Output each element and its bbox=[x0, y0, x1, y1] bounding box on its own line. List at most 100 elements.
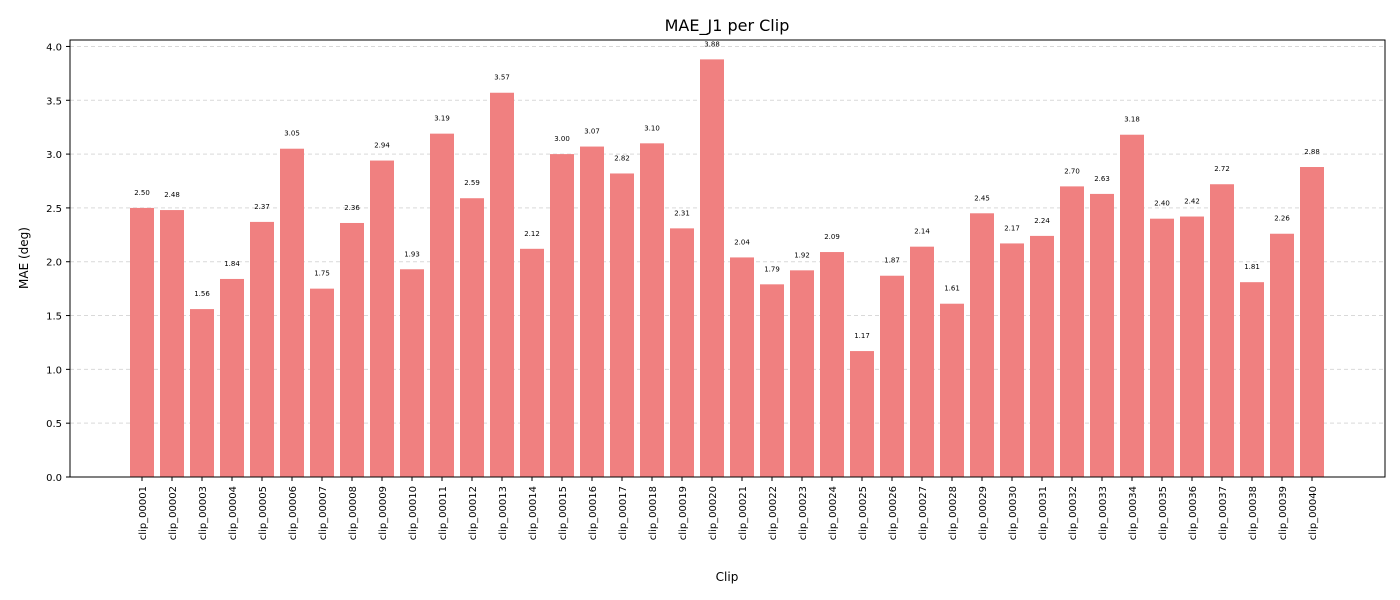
x-tick-label: clip_00034 bbox=[1128, 486, 1139, 540]
bar-value-label: 2.50 bbox=[134, 189, 150, 197]
y-tick-label: 2.5 bbox=[46, 204, 62, 215]
y-tick-label: 0.0 bbox=[46, 473, 62, 484]
x-tick-label: clip_00007 bbox=[318, 486, 329, 540]
bar bbox=[580, 146, 604, 477]
bar-value-label: 1.75 bbox=[314, 270, 330, 278]
bar bbox=[250, 221, 274, 477]
bar bbox=[280, 148, 304, 477]
x-tick-label: clip_00018 bbox=[648, 486, 659, 540]
bar-value-label: 2.70 bbox=[1064, 167, 1080, 175]
bar-value-label: 3.10 bbox=[644, 124, 660, 132]
x-tick-label: clip_00022 bbox=[768, 486, 779, 540]
bar bbox=[910, 246, 934, 477]
bar-value-label: 2.14 bbox=[914, 228, 930, 236]
x-tick-label: clip_00015 bbox=[558, 486, 569, 540]
bar-value-label: 2.82 bbox=[614, 154, 630, 162]
x-tick-label: clip_00006 bbox=[288, 486, 299, 540]
bars bbox=[130, 59, 1324, 478]
bar bbox=[430, 133, 454, 477]
x-tick-label: clip_00033 bbox=[1098, 486, 1109, 540]
bar bbox=[310, 288, 334, 477]
bar bbox=[610, 173, 634, 477]
bar bbox=[400, 269, 424, 477]
bar-value-label: 2.36 bbox=[344, 204, 360, 212]
bar bbox=[730, 257, 754, 477]
y-tick-label: 1.0 bbox=[46, 365, 62, 376]
x-tick-label: clip_00005 bbox=[258, 486, 269, 540]
bar-value-label: 2.31 bbox=[674, 209, 690, 217]
bar bbox=[760, 284, 784, 477]
bar bbox=[640, 143, 664, 477]
bar bbox=[220, 278, 244, 477]
y-tick-label: 1.5 bbox=[46, 312, 62, 323]
bar-value-label: 3.00 bbox=[554, 135, 570, 143]
x-tick-label: clip_00025 bbox=[858, 486, 869, 540]
bar-value-label: 2.94 bbox=[374, 142, 390, 150]
bar bbox=[970, 213, 994, 478]
x-tick-label: clip_00021 bbox=[738, 486, 749, 540]
x-tick-label: clip_00001 bbox=[138, 486, 149, 540]
bar-value-label: 1.93 bbox=[404, 250, 420, 258]
bar bbox=[550, 154, 574, 477]
x-tick-label: clip_00008 bbox=[348, 486, 359, 540]
bar-value-label: 2.72 bbox=[1214, 165, 1230, 173]
x-tick-label: clip_00013 bbox=[498, 486, 509, 540]
bar bbox=[1300, 167, 1324, 477]
bar bbox=[700, 59, 724, 477]
bar-value-label: 3.05 bbox=[284, 130, 300, 138]
x-tick-label: clip_00017 bbox=[618, 486, 629, 540]
x-tick-label: clip_00009 bbox=[378, 486, 389, 540]
x-tick-label: clip_00026 bbox=[888, 486, 899, 540]
bar-value-label: 2.59 bbox=[464, 179, 480, 187]
plot-frame bbox=[69, 39, 1386, 478]
bar-value-label: 2.24 bbox=[1034, 217, 1050, 225]
y-axis-title: MAE (deg) bbox=[17, 227, 31, 289]
bar bbox=[820, 252, 844, 477]
bar bbox=[190, 309, 214, 477]
bar bbox=[880, 275, 904, 477]
bar bbox=[1060, 186, 1084, 478]
data-labels: 2.50 2.48 1.56 1.84 2.37 3.05 1.75 2.36 2.94 1.93… bbox=[134, 40, 1320, 340]
bar bbox=[490, 92, 514, 477]
y-tick-label: 4.0 bbox=[46, 42, 62, 53]
bar bbox=[1150, 218, 1174, 478]
bar-value-label: 2.09 bbox=[824, 233, 840, 241]
bar-value-label: 1.84 bbox=[224, 260, 240, 268]
bar bbox=[370, 160, 394, 477]
bar bbox=[460, 198, 484, 478]
x-axis-title: Clip bbox=[716, 570, 739, 584]
bar-value-label: 2.04 bbox=[734, 238, 750, 246]
bar bbox=[340, 222, 364, 477]
bar bbox=[1210, 184, 1234, 478]
x-tick-label: clip_00012 bbox=[468, 486, 479, 540]
bar-value-label: 1.61 bbox=[944, 285, 960, 293]
bar-value-label: 1.92 bbox=[794, 251, 810, 259]
x-tick-label: clip_00039 bbox=[1278, 486, 1289, 540]
x-tick-label: clip_00020 bbox=[708, 486, 719, 540]
bar-value-label: 2.63 bbox=[1094, 175, 1110, 183]
bar-value-label: 2.48 bbox=[164, 191, 180, 199]
x-tick-label: clip_00014 bbox=[528, 486, 539, 540]
x-tick-label: clip_00036 bbox=[1188, 486, 1199, 540]
x-tick-label: clip_00027 bbox=[918, 486, 929, 540]
bar bbox=[1180, 216, 1204, 478]
bar bbox=[1240, 282, 1264, 477]
bar-value-label: 3.88 bbox=[704, 40, 720, 48]
bar bbox=[1270, 233, 1294, 477]
x-tick-label: clip_00024 bbox=[828, 486, 839, 540]
bar bbox=[520, 248, 544, 477]
bar bbox=[940, 303, 964, 477]
bar-value-label: 2.37 bbox=[254, 203, 270, 211]
bar-value-label: 2.40 bbox=[1154, 200, 1170, 208]
bar-value-label: 1.87 bbox=[884, 257, 900, 265]
y-tick-label: 2.0 bbox=[46, 258, 62, 269]
x-tick-label: clip_00030 bbox=[1008, 486, 1019, 540]
bar bbox=[1000, 243, 1024, 477]
x-tick-label: clip_00029 bbox=[978, 486, 989, 540]
x-tick-label: clip_00032 bbox=[1068, 486, 1079, 540]
x-tick-label: clip_00038 bbox=[1248, 486, 1259, 540]
y-tick-label: 0.5 bbox=[46, 419, 62, 430]
y-tick-label: 3.0 bbox=[46, 150, 62, 161]
x-tick-label: clip_00002 bbox=[168, 486, 179, 540]
